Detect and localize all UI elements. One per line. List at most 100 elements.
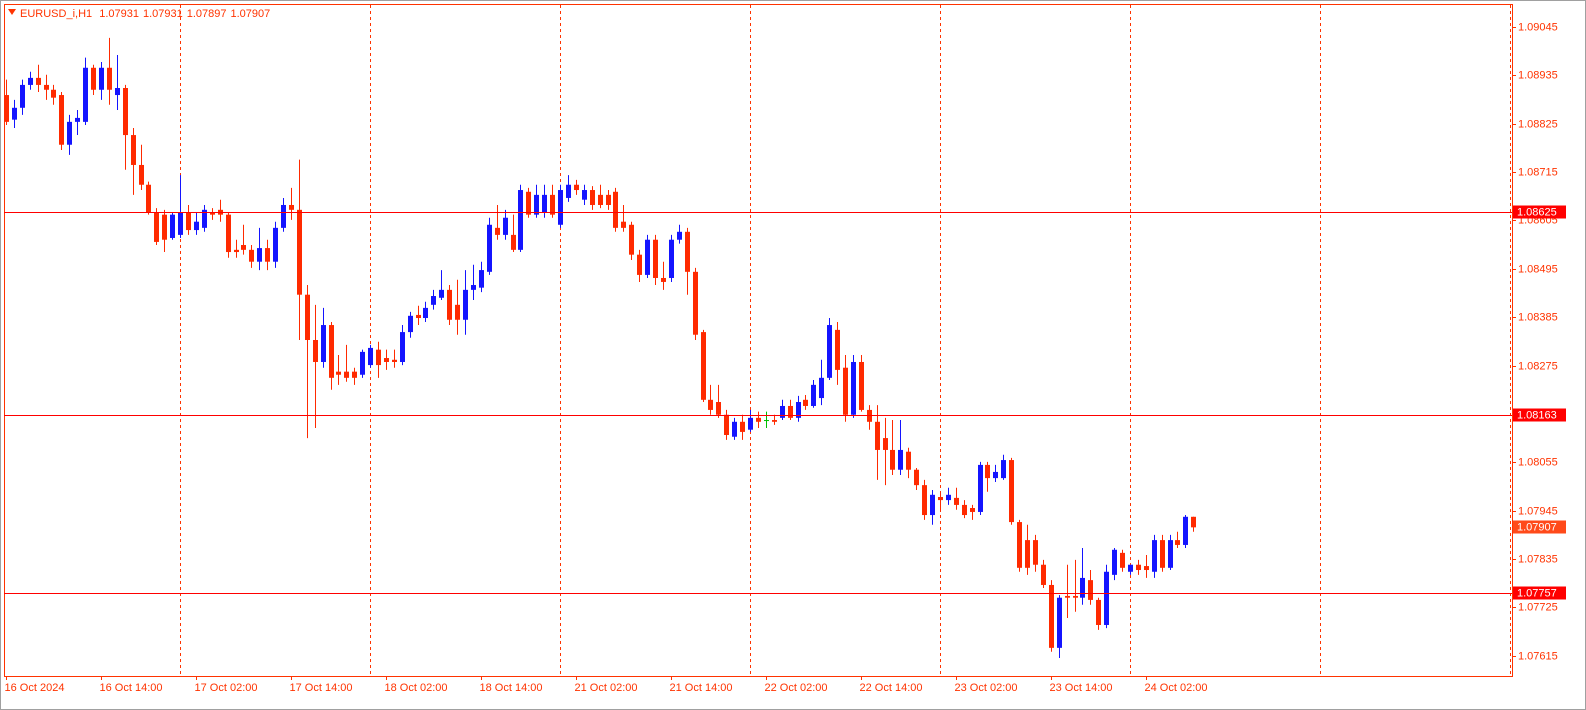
chart-title: EURUSD_i,H1 [20, 8, 93, 20]
candle-body [249, 249, 254, 262]
candle-body [20, 84, 25, 108]
candle-body [170, 214, 175, 238]
candle-body [780, 405, 785, 418]
candle-body [701, 332, 706, 400]
candle-body [162, 214, 167, 240]
y-tick-label: 1.08385 [1518, 311, 1558, 323]
x-tick-label: 18 Oct 02:00 [385, 682, 448, 694]
candle-body [1112, 549, 1117, 575]
x-tick-label: 22 Oct 02:00 [765, 682, 828, 694]
candle-body [313, 340, 318, 362]
candle-body [740, 421, 745, 432]
candle-body [550, 194, 555, 215]
x-tick-label: 16 Oct 2024 [5, 682, 65, 694]
candle-body [1001, 460, 1006, 479]
x-tick-label: 17 Oct 02:00 [195, 682, 258, 694]
chart-header: EURUSD_i,H1 1.07931 1.07931 1.07897 1.07907 [8, 7, 274, 21]
candle-body [613, 191, 618, 228]
candle-body [883, 438, 888, 450]
candle-body [1088, 580, 1093, 600]
candle-body [653, 239, 658, 278]
candle-body [305, 294, 310, 340]
candle-body [756, 417, 761, 422]
candle-body [210, 212, 215, 215]
candle-body [4, 95, 9, 122]
candle-body [455, 304, 460, 320]
candle-body [1096, 599, 1101, 625]
candle-body [788, 405, 793, 418]
y-tick-label: 1.08935 [1518, 69, 1558, 81]
candle-body [1160, 540, 1165, 568]
candle-body [1080, 577, 1085, 598]
candle-body [985, 464, 990, 479]
candle-body [606, 194, 611, 205]
candle-body [384, 358, 389, 362]
candle-body [178, 212, 183, 235]
candle-body [265, 248, 270, 262]
price-line-label-box [1513, 408, 1566, 422]
candle-body [590, 190, 595, 205]
price-line-label: 1.08163 [1517, 409, 1557, 421]
candle-body [360, 351, 365, 375]
candle-body [186, 212, 191, 231]
candle-body [1033, 540, 1038, 565]
candle-body [1057, 597, 1062, 648]
candle-body [558, 190, 563, 225]
candle-body [851, 361, 856, 415]
candle-body [819, 377, 824, 399]
candle-body [329, 325, 334, 378]
candle-body [423, 307, 428, 319]
candle-body [51, 89, 56, 98]
x-tick-label: 23 Oct 14:00 [1050, 682, 1113, 694]
candle-body [416, 314, 421, 319]
candle-body [534, 194, 539, 215]
candle-body [796, 402, 801, 418]
candle-body [661, 277, 666, 282]
candle-body [875, 421, 880, 450]
candle-body [123, 88, 128, 136]
candle-body [827, 325, 832, 378]
candle-body [479, 270, 484, 288]
candle-body [708, 399, 713, 410]
candle-body [115, 88, 120, 96]
candle-body [336, 371, 341, 375]
candle-body [146, 184, 151, 213]
candle-body [843, 367, 848, 415]
candle-body [1144, 566, 1149, 571]
candle-body [1049, 584, 1054, 648]
candle-body [993, 471, 998, 479]
x-tick-label: 24 Oct 02:00 [1145, 682, 1208, 694]
y-tick-label: 1.08495 [1518, 263, 1558, 275]
candle-body [75, 117, 80, 122]
high-value: 1.07931 [142, 8, 183, 20]
candle-body [1191, 516, 1196, 528]
candle-body [890, 449, 895, 470]
plot-frame [4, 4, 1513, 677]
price-line-label-box [1513, 586, 1566, 600]
candle-body [447, 289, 452, 320]
candle-body [764, 420, 769, 422]
candle-body [598, 194, 603, 205]
candle-body [732, 421, 737, 437]
menu-triangle [8, 9, 16, 15]
candle-body [392, 359, 397, 362]
candle-body [574, 184, 579, 191]
bid-label-box [1513, 520, 1566, 534]
candle-body [487, 224, 492, 272]
x-tick-label: 16 Oct 14:00 [100, 682, 163, 694]
candle-body [685, 231, 690, 272]
candle-body [938, 497, 943, 501]
candle-body [439, 289, 444, 298]
candle-body [273, 227, 278, 262]
candle-body [748, 417, 753, 430]
candle-body [1183, 516, 1188, 545]
candle-body [811, 384, 816, 406]
candle-body [321, 325, 326, 362]
candle-body [716, 402, 721, 415]
candle-body [962, 504, 967, 516]
candle-body [1104, 571, 1109, 625]
candle-body [257, 248, 262, 262]
candle-body [59, 95, 64, 145]
candle-body [772, 420, 777, 422]
